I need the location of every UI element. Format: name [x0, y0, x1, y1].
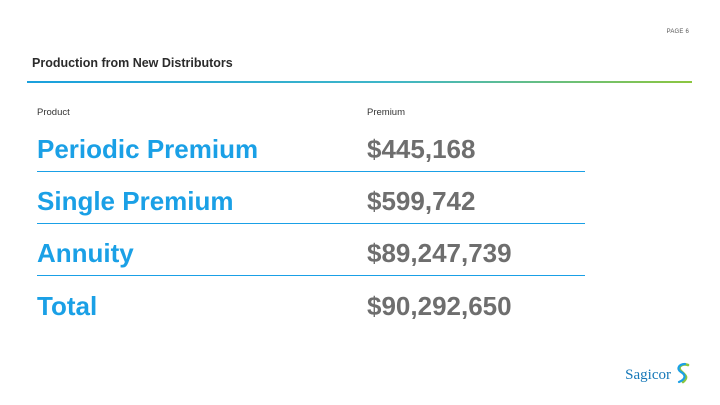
- premium-value: $599,742: [367, 186, 476, 216]
- logo-text: Sagicor: [625, 367, 671, 383]
- row-divider: [37, 171, 585, 172]
- product-label: Annuity: [37, 238, 134, 268]
- sagicor-logo: Sagicor: [625, 362, 692, 389]
- page-number: PAGE 6: [666, 29, 689, 35]
- product-label: Periodic Premium: [37, 134, 259, 164]
- page-title: Production from New Distributors: [32, 56, 233, 70]
- column-header-premium: Premium: [367, 107, 406, 118]
- table-row: Annuity $89,247,739: [37, 238, 585, 276]
- title-divider: [27, 81, 692, 83]
- table-row: Single Premium $599,742: [37, 186, 585, 224]
- table-row: Periodic Premium $445,168: [37, 134, 585, 172]
- premium-value: $90,292,650: [367, 291, 512, 321]
- premium-value: $89,247,739: [367, 238, 512, 268]
- row-divider: [37, 223, 585, 224]
- sagicor-s-icon: [674, 362, 692, 389]
- table-row-total: Total $90,292,650: [37, 291, 585, 329]
- row-divider: [37, 275, 585, 276]
- product-label: Total: [37, 291, 98, 321]
- product-label: Single Premium: [37, 186, 234, 216]
- column-header-product: Product: [37, 107, 70, 118]
- premium-value: $445,168: [367, 134, 476, 164]
